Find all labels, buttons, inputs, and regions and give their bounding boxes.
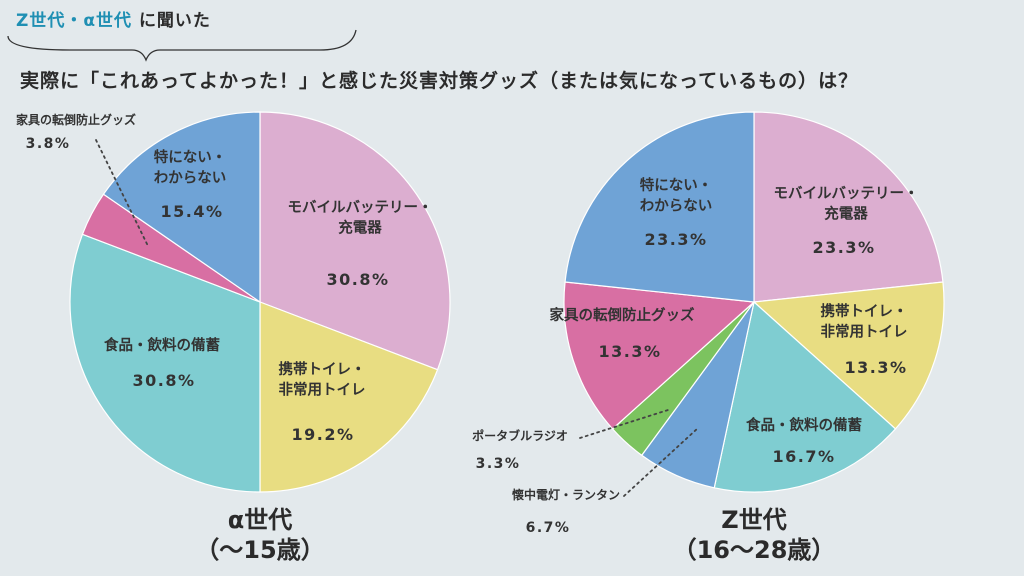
pie-chart-alpha: モバイルバッテリー・充電器 30.8% 携帯トイレ・非常用トイレ 19.2% 食品・飲料… [16,111,451,493]
alpha-label-furniture-anchor: 家具の転倒防止グッズ [16,112,136,127]
alpha-value-furniture-anchor: 3.8% [26,136,71,152]
alpha-value-food-stock: 30.8% [132,371,195,390]
alpha-slice-portable-toilet [259,301,439,493]
z-value-flashlight-lantern: 6.7% [526,520,571,536]
z-value-furniture-anchor: 13.3% [598,342,661,361]
header-brace [7,29,357,62]
z-value-portable-toilet: 13.3% [844,358,907,377]
z-callout-flashlight-lantern [623,427,699,497]
z-slice-furniture-anchor [563,281,756,430]
alpha-label-portable-toilet: 携帯トイレ・非常用トイレ [279,360,366,398]
header-tag-generations: Z世代・α世代 [16,11,133,31]
z-label-portable-toilet: 携帯トイレ・非常用トイレ [821,302,908,340]
alpha-label-mobile-battery: モバイルバッテリー・充電器 [288,199,433,236]
z-label-portable-radio: ポータブルラジオ [472,428,568,443]
z-label-flashlight-lantern: 懐中電灯・ランタン [512,487,620,502]
chart-title-z: Z世代 [721,506,787,534]
alpha-callout-furniture-anchor [95,139,149,247]
header-tag: Z世代・α世代 に聞いた [16,6,211,31]
z-value-portable-radio: 3.3% [476,456,521,472]
chart-caption-alpha: α世代 （～15歳） [140,505,380,565]
alpha-slice-food-stock [69,233,261,493]
chart-subtitle-alpha: （～15歳） [195,536,325,564]
z-label-furniture-anchor: 家具の転倒防止グッズ [550,306,695,324]
chart-subtitle-z: （16～28歳） [672,536,836,564]
alpha-value-none-unknown: 15.4% [160,202,223,221]
chart-title-alpha: α世代 [227,506,293,534]
z-label-food-stock: 食品・飲料の備蓄 [746,416,862,434]
z-value-food-stock: 16.7% [772,447,835,466]
z-slice-mobile-battery [753,111,944,303]
alpha-slice-mobile-battery [259,111,451,371]
z-slice-portable-toilet [752,281,945,430]
alpha-slice-none-unknown [102,111,261,304]
z-value-none-unknown: 23.3% [644,230,707,249]
alpha-value-mobile-battery: 30.8% [326,270,389,289]
pie-chart-z: モバイルバッテリー・充電器 23.3% 携帯トイレ・非常用トイレ 13.3% 食品・飲料… [472,111,945,536]
z-label-mobile-battery: モバイルバッテリー・充電器 [774,185,919,222]
question-title: 実際に「これあってよかった！」と感じた災害対策グッズ（または気になっているもの）… [20,70,859,92]
z-label-none-unknown: 特にない・わからない [640,176,713,214]
z-value-mobile-battery: 23.3% [812,238,875,257]
alpha-label-food-stock: 食品・飲料の備蓄 [104,336,220,354]
chart-caption-z: Z世代 （16～28歳） [634,505,874,565]
z-slice-none-unknown [564,111,755,303]
alpha-value-portable-toilet: 19.2% [291,425,354,444]
header-tag-asked: に聞いた [138,11,211,31]
z-slice-food-stock [713,300,897,493]
alpha-label-none-unknown: 特にない・わからない [154,148,227,186]
